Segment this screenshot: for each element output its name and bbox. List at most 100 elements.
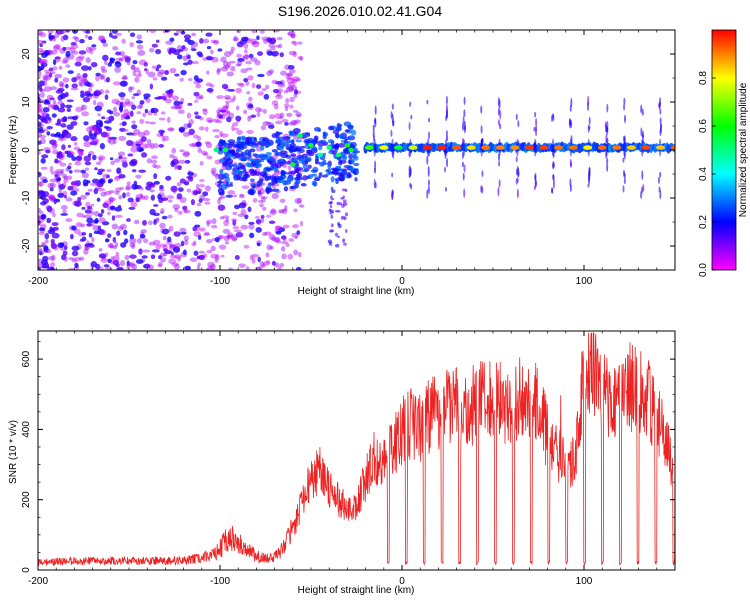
spectrogram-blob [62, 46, 67, 52]
spectrogram-blob [552, 162, 555, 170]
spectrogram-blob [229, 50, 234, 55]
spectrogram-blob [291, 79, 297, 84]
spectrogram-blob [85, 57, 91, 64]
spectrogram-blob [42, 74, 46, 81]
spectrogram-blob [129, 237, 137, 244]
spectrogram-blob [171, 95, 179, 101]
spectrogram-blob [94, 105, 103, 112]
spectrogram-blob [163, 135, 169, 142]
spectrogram-blob [118, 105, 124, 112]
spectrogram-blob [302, 169, 309, 173]
spectrogram-blob [261, 231, 268, 237]
spectrogram-blob [122, 55, 129, 59]
spectrogram-blob [480, 105, 483, 114]
spectrogram-blob [54, 56, 61, 63]
spectrogram-blob [445, 95, 448, 105]
spectrogram-blob [43, 245, 49, 251]
spectrogram-blob [83, 135, 90, 142]
spectrogram-blob [65, 30, 71, 33]
spectrogram-blob [121, 38, 126, 44]
colorbar-tick-label: 0.0 [698, 263, 709, 277]
spectrogram-blob [427, 131, 430, 140]
spectrogram-blob [264, 175, 269, 182]
spectrogram-blob [273, 262, 280, 268]
spectrogram-blob [48, 72, 53, 78]
spectrogram-blob [40, 259, 49, 266]
spectrogram-blob [94, 128, 102, 135]
spectrogram-blob [291, 40, 296, 45]
spectrogram-blob [220, 56, 227, 63]
spectrogram-blob [110, 256, 115, 260]
spectrogram-blob [151, 155, 158, 160]
spectrogram-blob [115, 251, 120, 257]
spectrogram-blob [86, 223, 92, 227]
spectrogram-blob [343, 242, 347, 246]
spectrogram-blob [223, 235, 230, 242]
spectrogram-blob [354, 177, 358, 182]
spectrogram-blob [70, 50, 79, 55]
spectrogram-blob [52, 104, 60, 111]
spectrogram-blob [73, 146, 81, 151]
spectrogram-blob [179, 227, 187, 233]
spectrogram-blob [462, 115, 465, 125]
spectrogram-blob [117, 204, 122, 208]
spectrogram-blob [126, 61, 131, 66]
spectrogram-blob [427, 179, 430, 187]
spectrogram-blob [51, 254, 56, 262]
spectrogram-blob [99, 88, 104, 95]
spectrogram-blob [75, 180, 81, 187]
spectrogram-blob [118, 50, 125, 57]
spectrogram-blob [38, 210, 44, 215]
spectrogram-blob [334, 132, 340, 139]
spectrogram-blob [251, 82, 256, 89]
spectrogram-blob [206, 87, 214, 93]
spectrogram-blob [290, 33, 296, 39]
snr-series-line [38, 332, 675, 567]
spectrogram-blob [288, 130, 294, 135]
spectrogram-blob [641, 170, 644, 181]
spectrogram-blob [38, 227, 46, 232]
spectrogram-blob [180, 231, 187, 235]
spectrogram-blob [172, 203, 181, 210]
spectrogram-blob [257, 256, 261, 263]
spectrogram-blob [84, 161, 92, 166]
spectrogram-blob [38, 97, 41, 103]
spectrogram-blob [120, 159, 128, 164]
spectrogram-blob [90, 61, 98, 68]
spectrogram-blob [164, 249, 173, 254]
spectrogram-blob [125, 184, 132, 190]
spectrogram-blob [230, 98, 235, 103]
spectrogram-blob [293, 93, 298, 99]
spectrogram-blob [112, 255, 120, 262]
spectrogram-blob [123, 108, 129, 115]
spectrogram-blob [233, 229, 242, 233]
spectrogram-blob [428, 117, 431, 123]
spectrogram-blob [262, 121, 270, 127]
spectrogram-blob [287, 73, 294, 77]
spectrogram-blob [97, 213, 103, 218]
spectrogram-blob [134, 76, 140, 83]
spectrogram-blob [328, 201, 333, 205]
spectrogram-blob [301, 134, 308, 139]
spectrogram-blob [61, 59, 69, 64]
spectrogram-blob [265, 121, 272, 125]
spectrogram-blob [204, 201, 211, 205]
spectrogram-blob [54, 31, 60, 38]
spectrogram-blob [256, 35, 260, 40]
spectrogram-blob [655, 145, 665, 150]
spectrogram-blob [334, 243, 340, 248]
spectrogram-blob [216, 68, 221, 75]
spectrogram-blob [49, 226, 53, 233]
spectrogram-blob [554, 145, 564, 150]
spectrogram-blob [70, 181, 77, 186]
spectrogram-blob [497, 186, 500, 197]
spectrogram-blob [274, 94, 283, 100]
spectrogram-blob [259, 203, 264, 208]
spectrogram-blob [38, 102, 42, 109]
spectrogram-blob [181, 45, 186, 50]
spectrogram-blob [658, 176, 661, 185]
spectrogram-blob [177, 210, 183, 215]
spectrogram-blob [244, 214, 249, 220]
spectrogram-blob [41, 59, 48, 64]
spectrogram-blob [173, 254, 182, 260]
